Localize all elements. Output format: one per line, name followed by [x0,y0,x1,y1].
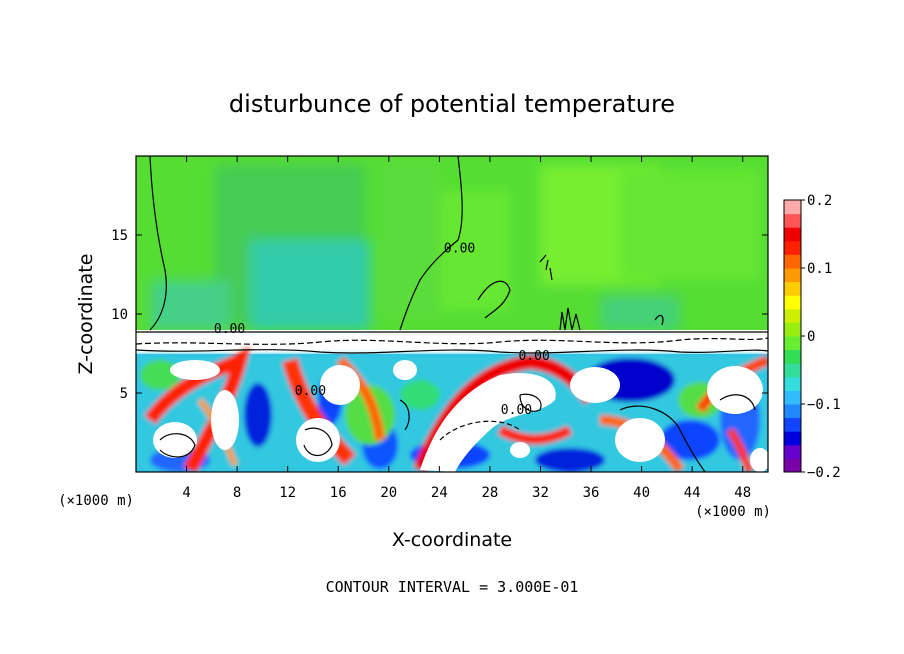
y-tick-label: 10 [111,307,128,323]
x-tick-label: 24 [431,485,448,501]
x-tick-label: 4 [182,485,190,501]
colorbar-segment [784,444,801,459]
contour-label: 0.00 [519,349,550,364]
colorbar-segment [784,254,801,269]
y-tick-label: 5 [120,386,128,402]
y-axis-title: Z-coordinate [75,254,97,375]
colorbar-segment [784,322,801,337]
x-axis: 4 8 12 16 20 24 28 32 36 40 44 48 [182,156,751,501]
colorbar-segment [784,363,801,378]
contour-label: 0.00 [444,242,475,257]
contour-label: 0.00 [295,384,326,399]
x-tick-label: 32 [532,485,549,501]
x-unit-label: (×1000 m) [695,504,771,520]
x-tick-label: 20 [380,485,397,501]
colorbar-segment [784,431,801,446]
colorbar-tick-label: −0.2 [807,465,841,481]
colorbar-segment [784,213,801,228]
colorbar-segment [784,404,801,419]
colorbar-tick-label: 0.1 [807,261,832,277]
colorbar [783,199,802,473]
x-tick-label: 28 [481,485,498,501]
x-tick-label: 36 [583,485,600,501]
x-tick-label: 48 [734,485,751,501]
x-tick-label: 8 [233,485,241,501]
y-axis: 5 10 15 [111,228,768,402]
contour-interval-label: CONTOUR INTERVAL = 3.000E-01 [326,578,579,596]
colorbar-segment [784,417,801,432]
contour-labels: 0.00 0.00 0.00 0.00 0.00 [214,242,550,418]
x-tick-label: 44 [684,485,701,501]
colorbar-segment [784,336,801,351]
colorbar-segment [784,458,801,473]
x-tick-label: 12 [279,485,296,501]
y-tick-label: 15 [111,228,128,244]
colorbar-segment [784,376,801,391]
z-unit-label: (×1000 m) [58,493,134,509]
contour-label: 0.00 [214,322,245,337]
chart-title: disturbunce of potential temperature [229,90,675,118]
colorbar-segment [784,295,801,310]
x-axis-title: X-coordinate [392,529,512,551]
x-tick-label: 16 [330,485,347,501]
colorbar-tick-label: 0 [807,329,815,345]
colorbar-segment [784,268,801,283]
colorbar-tick-label: −0.1 [807,397,841,413]
contour-label: 0.00 [501,403,532,418]
colorbar-segment [784,240,801,255]
colorbar-segment [784,349,801,364]
colorbar-segment [784,390,801,405]
colorbar-segment [784,308,801,323]
x-tick-label: 40 [633,485,650,501]
colorbar-segment [784,227,801,242]
colorbar-tick-label: 0.2 [807,193,832,209]
colorbar-ticks: 0.2 0.1 0 −0.1 −0.2 [801,193,841,481]
colorbar-segment [784,281,801,296]
colorbar-segment [784,200,801,215]
heatmap-field [136,156,768,472]
